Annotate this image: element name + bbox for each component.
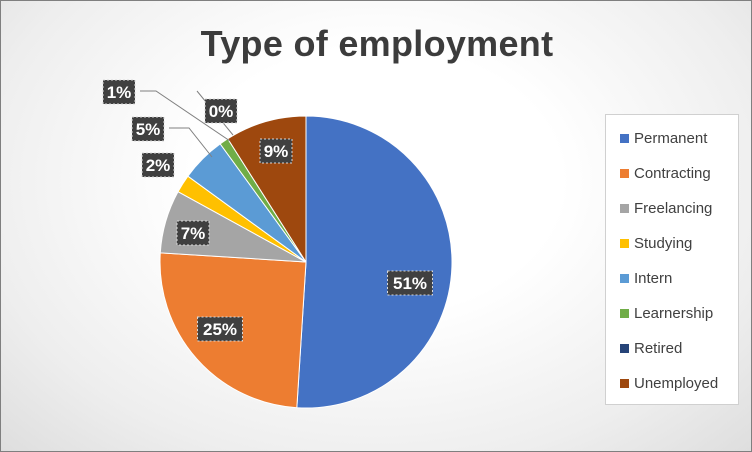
legend-item-freelancing: Freelancing (620, 198, 712, 218)
data-label-permanent: 51% (387, 270, 433, 296)
chart-title: Type of employment (200, 23, 554, 64)
legend-item-unemployed: Unemployed (620, 373, 718, 393)
data-label-text: 9% (264, 142, 289, 161)
legend-item-permanent: Permanent (620, 128, 707, 148)
legend-swatch (620, 343, 629, 353)
data-label-box (204, 98, 238, 124)
leader-line-intern (169, 127, 213, 158)
legend-swatch (620, 168, 629, 178)
legend-item-learnership: Learnership (620, 303, 713, 323)
legend-swatch (620, 133, 629, 143)
data-label-text: 25% (203, 320, 237, 339)
data-label-box (102, 79, 136, 105)
data-label-text: 2% (146, 156, 171, 175)
data-label-box (259, 138, 293, 164)
pie-slice-permanent (296, 115, 453, 409)
data-label-text: 1% (107, 83, 132, 102)
legend-label: Intern (634, 269, 673, 287)
data-label-freelancing: 7% (176, 220, 210, 246)
data-label-learnership: 1% (102, 79, 136, 105)
legend-swatch (620, 203, 629, 213)
legend-item-retired: Retired (620, 338, 682, 358)
legend-swatch (620, 308, 629, 318)
data-label-retired: 0% (204, 98, 238, 124)
legend-label: Freelancing (634, 199, 713, 217)
data-label-text: 7% (181, 224, 206, 243)
legend-item-studying: Studying (620, 233, 692, 253)
data-label-box (141, 152, 175, 178)
legend-label: Contracting (634, 164, 711, 182)
data-label-studying: 2% (141, 152, 175, 178)
legend-label: Studying (634, 234, 693, 252)
legend-item-contracting: Contracting (620, 163, 711, 183)
data-label-text: 5% (136, 120, 161, 139)
data-label-intern: 5% (131, 116, 165, 142)
data-label-unemployed: 9% (259, 138, 293, 164)
legend-label: Permanent (634, 129, 708, 147)
data-label-box (387, 270, 433, 296)
data-label-box (176, 220, 210, 246)
data-label-box (131, 116, 165, 142)
legend-swatch (620, 238, 629, 248)
chart-legend: Permanent Contracting Freelancing Studying I… (605, 114, 739, 405)
data-label-text: 0% (209, 102, 234, 121)
data-label-contracting: 25% (197, 316, 243, 342)
leader-line-learnership (140, 90, 231, 142)
legend-label: Retired (634, 339, 683, 357)
legend-swatch (620, 273, 629, 283)
legend-item-intern: Intern (620, 268, 672, 288)
legend-swatch (620, 378, 629, 388)
data-label-text: 51% (393, 274, 427, 293)
legend-label: Unemployed (634, 374, 719, 392)
data-label-box (197, 316, 243, 342)
legend-label: Learnership (634, 304, 714, 322)
